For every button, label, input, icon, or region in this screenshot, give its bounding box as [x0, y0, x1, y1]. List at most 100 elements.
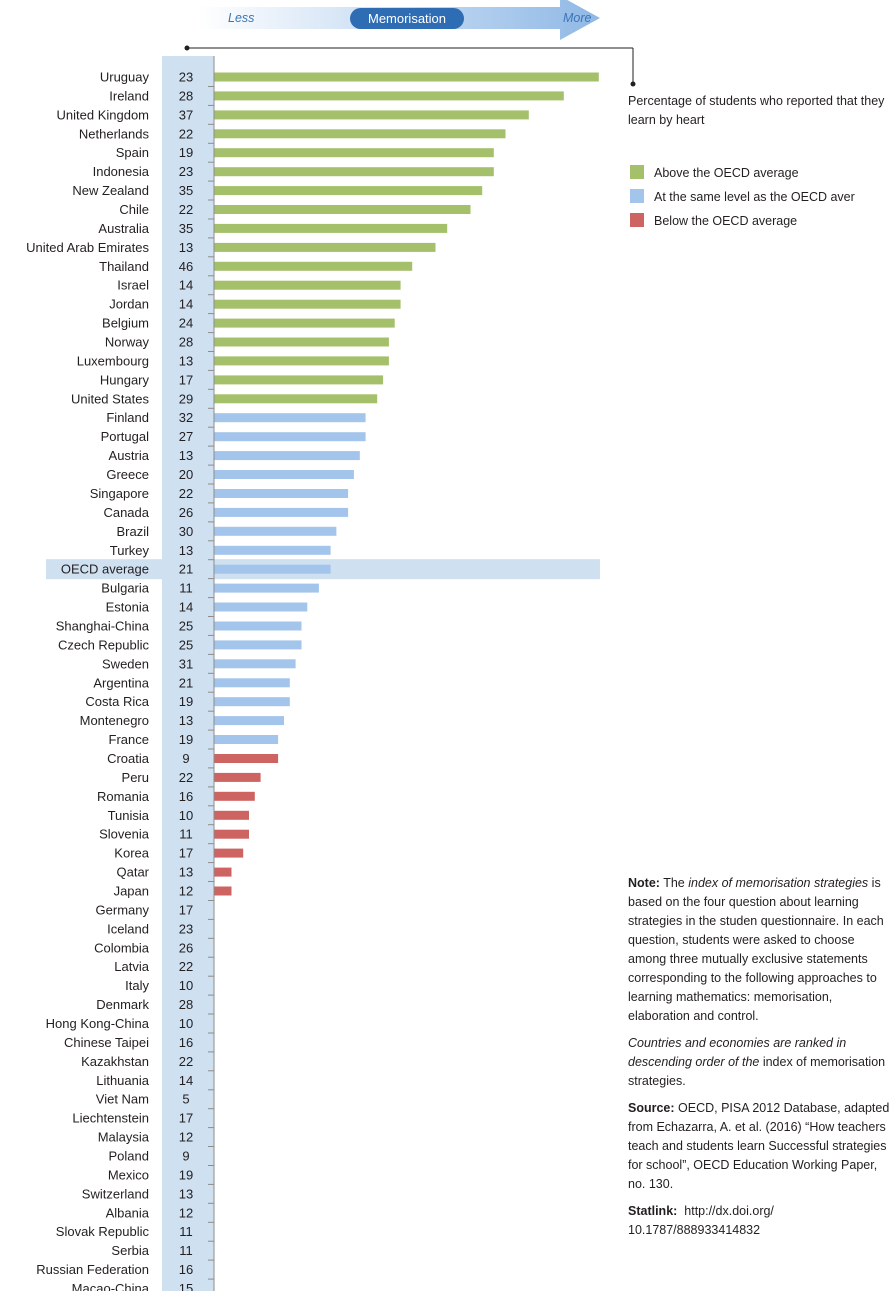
percent-label-21: 20 — [179, 467, 193, 482]
country-label-56: Malaysia — [98, 1130, 150, 1145]
country-label-41: Korea — [114, 846, 149, 861]
bar-3 — [214, 129, 506, 139]
percent-label-13: 24 — [179, 316, 193, 331]
country-label-4: Spain — [116, 145, 149, 160]
country-label-63: Russian Federation — [36, 1262, 149, 1277]
country-label-60: Albania — [106, 1205, 150, 1220]
country-label-40: Slovenia — [99, 827, 150, 842]
percent-labels-group: 23 28 37 22 19 23 35 22 35 13 46 14 14 24 28 13 17 29 32 27… — [179, 70, 193, 1291]
bar-41 — [214, 848, 244, 858]
country-label-14: Norway — [105, 335, 150, 350]
country-label-48: Italy — [125, 978, 149, 993]
percent-label-11: 14 — [179, 278, 193, 293]
percent-label-17: 29 — [179, 391, 193, 406]
bar-26 — [214, 564, 331, 574]
percent-label-6: 35 — [179, 183, 193, 198]
country-label-26: OECD average — [61, 562, 149, 577]
country-label-7: Chile — [119, 202, 149, 217]
percent-label-18: 32 — [179, 410, 193, 425]
country-label-62: Serbia — [111, 1243, 149, 1258]
bar-33 — [214, 697, 290, 707]
bar-10 — [214, 261, 413, 271]
note-label: Note: — [628, 876, 660, 890]
bar-11 — [214, 280, 401, 290]
percent-label-8: 35 — [179, 221, 193, 236]
percent-label-38: 16 — [179, 789, 193, 804]
percent-label-48: 10 — [179, 978, 193, 993]
bar-34 — [214, 716, 284, 726]
percent-label-20: 13 — [179, 448, 193, 463]
percent-label-34: 13 — [179, 713, 193, 728]
note-body: is based on the four question about lear… — [628, 876, 884, 1023]
percent-label-16: 17 — [179, 372, 193, 387]
country-label-64: Macao-China — [72, 1281, 150, 1291]
country-label-51: Chinese Taipei — [64, 1035, 149, 1050]
country-label-43: Japan — [114, 884, 149, 899]
percent-label-37: 22 — [179, 770, 193, 785]
bar-13 — [214, 318, 395, 328]
tick-group — [208, 86, 214, 1280]
percent-column-band — [162, 56, 214, 1291]
percent-label-58: 19 — [179, 1167, 193, 1182]
percent-label-14: 28 — [179, 335, 193, 350]
percent-label-50: 10 — [179, 1016, 193, 1031]
legend-label-above: Above the OECD average — [654, 166, 799, 180]
percent-label-56: 12 — [179, 1130, 193, 1145]
percent-label-43: 12 — [179, 884, 193, 899]
country-label-37: Peru — [122, 770, 149, 785]
bar-25 — [214, 545, 331, 555]
percent-label-27: 11 — [179, 581, 193, 596]
country-label-0: Uruguay — [100, 70, 150, 85]
country-label-27: Bulgaria — [101, 581, 149, 596]
percent-label-29: 25 — [179, 619, 193, 634]
country-label-19: Portugal — [101, 429, 150, 444]
legend-label-same: At the same level as the OECD aver — [654, 190, 855, 204]
country-label-18: Finland — [106, 410, 149, 425]
percent-label-44: 17 — [179, 902, 193, 917]
bar-0 — [214, 72, 599, 82]
percent-label-32: 21 — [179, 675, 193, 690]
country-label-12: Jordan — [109, 297, 149, 312]
legend-item-below: Below the OECD average — [630, 213, 797, 228]
statlink-text[interactable]: http://dx.doi.org/ 10.1787/888933414832 — [628, 1204, 774, 1237]
source-text: OECD, PISA 2012 Database, adapted from E… — [628, 1101, 890, 1191]
percent-label-3: 22 — [179, 126, 193, 141]
bar-14 — [214, 337, 389, 347]
source-label: Source: — [628, 1101, 675, 1115]
country-label-53: Lithuania — [96, 1073, 150, 1088]
country-label-23: Canada — [103, 505, 149, 520]
country-label-1: Ireland — [109, 88, 149, 103]
bar-19 — [214, 432, 366, 442]
country-label-44: Germany — [96, 902, 150, 917]
country-label-28: Estonia — [106, 600, 150, 615]
country-label-31: Sweden — [102, 656, 149, 671]
less-label: Less — [228, 11, 254, 25]
note-index-name: index of memorisation strategies — [688, 876, 869, 890]
percent-label-28: 14 — [179, 600, 193, 615]
country-label-3: Netherlands — [79, 126, 150, 141]
legend-item-same: At the same level as the OECD aver — [630, 189, 855, 204]
bar-2 — [214, 110, 529, 120]
country-label-13: Belgium — [102, 316, 149, 331]
country-label-8: Australia — [98, 221, 149, 236]
country-label-50: Hong Kong-China — [46, 1016, 150, 1031]
bar-4 — [214, 148, 494, 158]
percent-label-51: 16 — [179, 1035, 193, 1050]
bar-1 — [214, 91, 564, 101]
legend-swatch-same — [630, 189, 644, 203]
country-label-30: Czech Republic — [58, 637, 150, 652]
bar-16 — [214, 375, 384, 385]
percent-label-24: 30 — [179, 524, 193, 539]
ranking-paragraph: Countries and economies are ranked in de… — [628, 1034, 890, 1091]
bar-22 — [214, 489, 349, 498]
country-label-35: France — [109, 732, 149, 747]
percent-label-9: 13 — [179, 240, 193, 255]
percent-label-4: 19 — [179, 145, 193, 160]
country-label-36: Croatia — [107, 751, 150, 766]
bar-5 — [214, 167, 494, 177]
bar-18 — [214, 413, 366, 423]
country-label-49: Denmark — [96, 997, 149, 1012]
percent-label-10: 46 — [179, 259, 193, 274]
bar-6 — [214, 186, 483, 196]
bar-17 — [214, 394, 378, 404]
